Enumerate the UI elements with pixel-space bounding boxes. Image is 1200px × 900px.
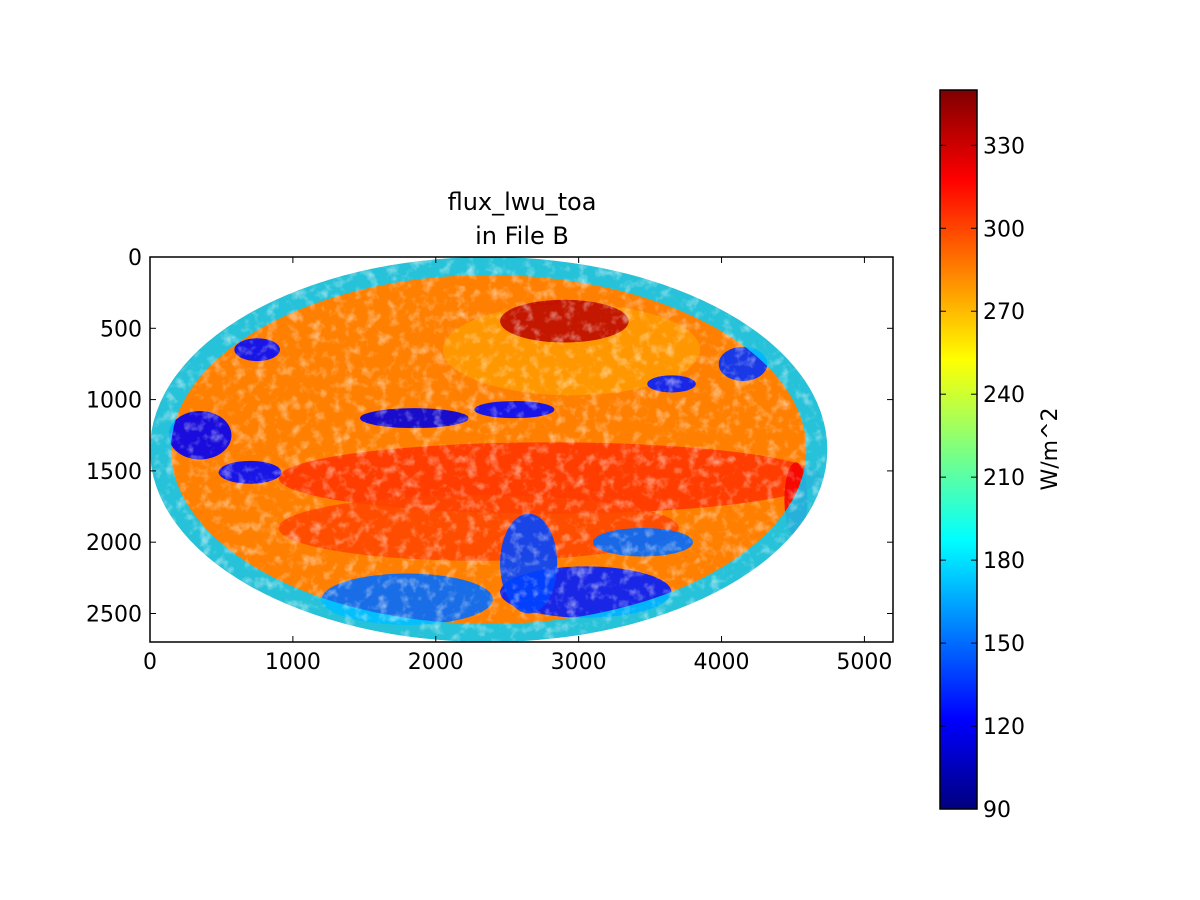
y-tick-label: 2500 (86, 602, 142, 627)
colorbar-tick-label: 120 (983, 715, 1025, 740)
chart-title-line-1: flux_lwu_toa (448, 188, 597, 216)
field-texture (150, 257, 828, 642)
y-tick-label: 0 (128, 246, 142, 271)
axes-frame (149, 256, 894, 643)
colorbar (939, 89, 978, 810)
y-tick-label: 500 (100, 317, 142, 342)
colorbar-tick-label: 330 (983, 134, 1025, 159)
x-tick-label: 0 (143, 650, 157, 675)
x-axis: 0 1000 2000 3000 4000 5000 (143, 257, 892, 675)
y-axis: 0 500 1000 1500 2000 2500 (86, 246, 893, 627)
x-tick-label: 3000 (551, 650, 607, 675)
x-tick-label: 2000 (408, 650, 464, 675)
y-tick-label: 2000 (86, 531, 142, 556)
chart-title-line-2: in File B (475, 222, 569, 250)
colorbar-tick-label: 90 (983, 798, 1011, 823)
colorbar-axis: 90 120 150 180 210 240 270 300 330 (940, 134, 1025, 823)
y-tick-label: 1500 (86, 460, 142, 485)
heatmap-image (150, 257, 828, 642)
colorbar-tick-label: 270 (983, 300, 1025, 325)
y-tick-label: 1000 (86, 389, 142, 414)
colorbar-label: W/m^2 (1038, 407, 1063, 490)
colorbar-tick-label: 240 (983, 383, 1025, 408)
colorbar-tick-label: 210 (983, 466, 1025, 491)
colorbar-tick-label: 300 (983, 217, 1025, 242)
x-tick-label: 1000 (265, 650, 321, 675)
colorbar-tick-label: 180 (983, 549, 1025, 574)
colorbar-tick-label: 150 (983, 632, 1025, 657)
x-tick-label: 5000 (836, 650, 892, 675)
x-tick-label: 4000 (694, 650, 750, 675)
